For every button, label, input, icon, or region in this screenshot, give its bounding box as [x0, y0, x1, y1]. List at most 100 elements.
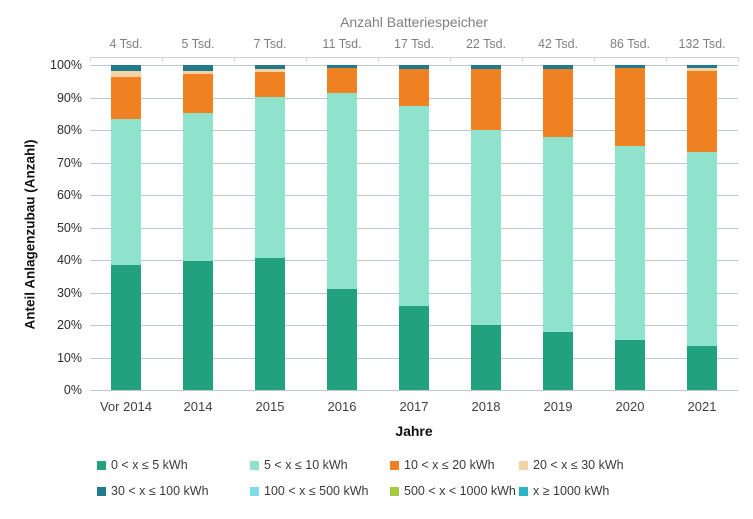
plot-area	[90, 65, 738, 391]
bar-segment	[111, 76, 141, 119]
bar-slot-2021	[666, 65, 738, 390]
top-label: 4 Tsd.	[109, 37, 143, 51]
stacked-bar	[183, 65, 213, 390]
bar-segment	[255, 258, 285, 390]
top-axis-tick	[738, 57, 739, 61]
bar-segment	[399, 105, 429, 306]
legend-item: 20 < x ≤ 30 kWh	[519, 458, 669, 472]
bar-segment	[687, 152, 717, 347]
top-axis-line	[90, 57, 739, 61]
legend-swatch	[519, 460, 528, 470]
bar-segment	[687, 67, 717, 71]
x-category-label: 2015	[255, 399, 285, 414]
y-tick-label: 90%	[56, 90, 82, 105]
x-axis-title: Jahre	[395, 423, 433, 439]
legend-item: 0 < x ≤ 5 kWh	[97, 458, 250, 472]
bar-slot-2015	[234, 65, 306, 390]
bar-segment	[255, 96, 285, 259]
legend-label: 5 < x ≤ 10 kWh	[264, 458, 348, 472]
bar-segment	[615, 65, 645, 69]
bar-segment	[111, 70, 141, 77]
top-axis-tick	[161, 57, 163, 61]
y-tick-label: 50%	[56, 220, 82, 235]
legend-swatch	[390, 460, 399, 470]
y-tick-label: 40%	[56, 253, 82, 267]
top-axis-tick	[665, 57, 667, 61]
bar-segment	[183, 113, 213, 261]
legend-label: 20 < x ≤ 30 kWh	[533, 458, 624, 472]
bar-segment	[255, 65, 285, 69]
bar-segment	[183, 65, 213, 71]
stacked-bar	[399, 65, 429, 390]
y-tick-label: 30%	[56, 285, 82, 300]
bar-segment	[543, 65, 573, 69]
bar-segment	[327, 92, 357, 290]
top-axis-tick	[306, 57, 307, 61]
x-category-label: 2016	[327, 399, 357, 414]
top-label: 86 Tsd.	[609, 37, 651, 51]
x-category-label: 2017	[399, 399, 429, 414]
top-axis-tick	[594, 57, 595, 61]
top-axis-tick	[233, 57, 235, 61]
stacked-bar	[615, 65, 645, 390]
y-tick-label: 60%	[56, 188, 82, 202]
top-label: 5 Tsd.	[181, 37, 215, 51]
bar-segment	[255, 71, 285, 97]
bar-slot-2017	[378, 65, 450, 390]
bar-segment	[399, 68, 429, 106]
bar-segment	[183, 260, 213, 390]
bar-slot-vor-2014	[90, 65, 162, 390]
legend-item: 5 < x ≤ 10 kWh	[250, 458, 390, 472]
bar-slot-2018	[450, 65, 522, 390]
bar-segment	[543, 68, 573, 137]
bar-segment	[183, 74, 213, 114]
legend-swatch	[250, 460, 259, 470]
top-label: 132 Tsd.	[678, 37, 726, 51]
bar-segment	[543, 332, 573, 390]
bar-segment	[111, 65, 141, 71]
bar-segment	[687, 346, 717, 390]
x-category-label: 2014	[183, 399, 213, 414]
stacked-bar	[255, 65, 285, 390]
bar-segment	[399, 305, 429, 390]
legend-item: 10 < x ≤ 20 kWh	[390, 458, 519, 472]
legend-item: 500 < x < 1000 kWh	[390, 484, 519, 498]
top-axis-tick	[522, 57, 523, 61]
top-axis-tick	[377, 57, 379, 61]
legend-swatch	[390, 486, 399, 496]
bar-slot-2014	[162, 65, 234, 390]
top-label: 7 Tsd.	[253, 37, 287, 51]
bar-segment	[399, 65, 429, 69]
legend-swatch	[97, 486, 106, 496]
bar-segment	[615, 340, 645, 390]
y-axis-title: Anteil Anlagenzubau (Anzahl)	[22, 139, 38, 330]
legend-label: 10 < x ≤ 20 kWh	[404, 458, 495, 472]
top-axis-labels: 4 Tsd. 5 Tsd. 7 Tsd. 11 Tsd. 17 Tsd. 22 Tsd. 4…	[90, 37, 738, 51]
legend-swatch	[519, 486, 528, 496]
stacked-bar	[327, 65, 357, 390]
top-label: 22 Tsd.	[465, 37, 507, 51]
y-tick-label: 0%	[63, 383, 82, 397]
stacked-bar	[687, 65, 717, 390]
x-axis-category-labels: Vor 2014 2014 2015 2016 2017 2018 2019 2020 2021	[90, 399, 738, 414]
bar-segment	[471, 68, 501, 130]
bar-segment	[687, 65, 717, 68]
x-category-label: 2019	[543, 399, 573, 414]
bars-container	[90, 65, 738, 390]
bar-segment	[111, 265, 141, 390]
bar-slot-2016	[306, 65, 378, 390]
bar-slot-2019	[522, 65, 594, 390]
top-label: 11 Tsd.	[322, 37, 362, 51]
y-tick-label: 80%	[56, 123, 82, 137]
bar-segment	[615, 146, 645, 341]
legend-item: 100 < x ≤ 500 kWh	[250, 484, 390, 498]
legend-item: x ≥ 1000 kWh	[519, 484, 669, 498]
bar-segment	[471, 65, 501, 69]
bar-segment	[615, 68, 645, 147]
top-axis-tick	[90, 57, 91, 61]
bar-segment	[255, 68, 285, 72]
bar-slot-2020	[594, 65, 666, 390]
bar-segment	[327, 289, 357, 390]
legend: 0 < x ≤ 5 kWh 5 < x ≤ 10 kWh 10 < x ≤ 20 k…	[97, 458, 669, 498]
